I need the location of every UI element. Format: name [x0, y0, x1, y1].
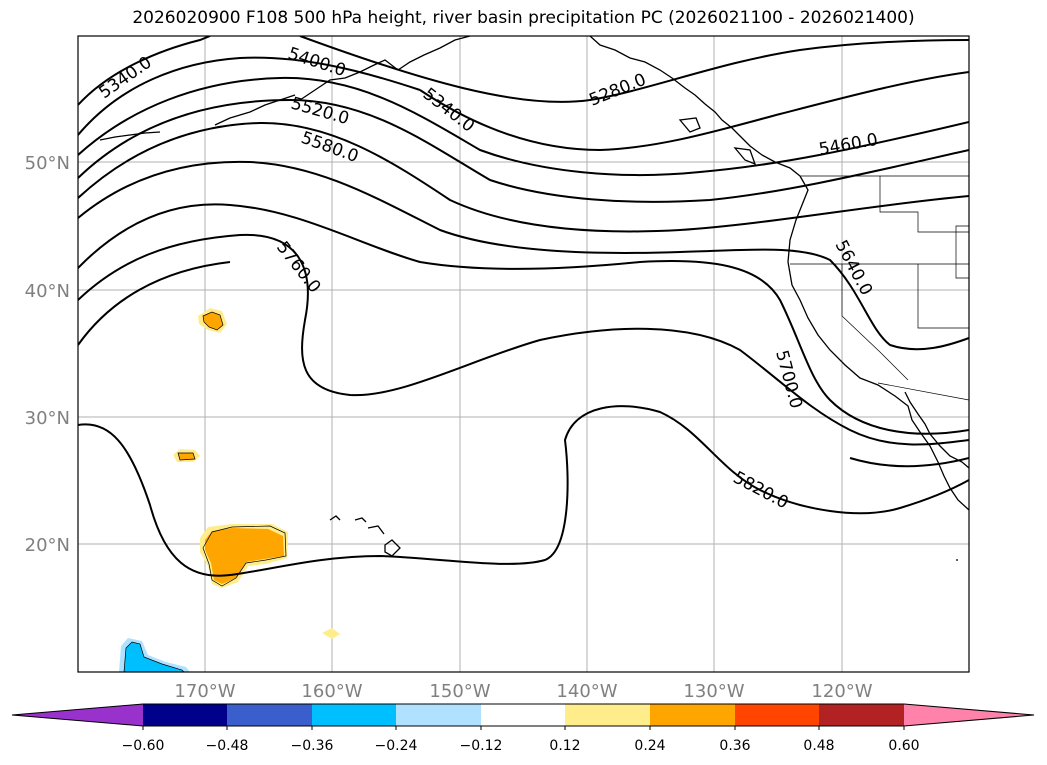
contour-5700	[78, 203, 969, 435]
lat-label: 40°N	[25, 281, 70, 302]
contour-5640	[78, 160, 969, 351]
contour-5760	[78, 233, 969, 446]
contour-5400	[78, 56, 421, 136]
contour-5820b	[849, 457, 969, 468]
colorbar-segment	[565, 704, 650, 726]
colorbar-segment	[481, 704, 565, 726]
lon-label: 120°W	[811, 681, 872, 702]
lon-label: 140°W	[556, 681, 617, 702]
colorbar-segment	[143, 704, 227, 726]
alaska-coast	[299, 36, 471, 101]
canada-islands	[678, 117, 757, 166]
contour-5820	[78, 261, 969, 577]
colorbar-tick-label: −0.60	[122, 738, 165, 754]
precip-negative-core	[124, 642, 184, 672]
colorbar-segment	[396, 704, 481, 726]
contour-5580	[78, 121, 969, 233]
contour-5520	[78, 98, 969, 203]
precip-shading	[119, 308, 340, 672]
colorbar-tick-label: 0.12	[549, 738, 580, 754]
colorbar-tick-label: 0.60	[888, 738, 919, 754]
political-borders	[790, 175, 969, 401]
lon-label: 160°W	[301, 681, 362, 702]
figure-title: 2026020900 F108 500 hPa height, river ba…	[132, 8, 915, 28]
alaska-panhandle	[589, 36, 801, 177]
colorbar-tick-label: 0.24	[634, 738, 665, 754]
colorbar	[11, 703, 1035, 730]
lon-label: 150°W	[429, 681, 490, 702]
colorbar-tick-label: 0.48	[803, 738, 834, 754]
colorbar-tick-label: 0.36	[719, 738, 750, 754]
colorbar-segment	[650, 704, 735, 726]
colorbar-extend-max	[904, 704, 1034, 726]
colorbar-segment	[819, 704, 904, 726]
colorbar-tick-label: −0.24	[375, 738, 418, 754]
lon-label: 130°W	[683, 681, 744, 702]
map-frame	[77, 35, 970, 673]
lon-label: 170°W	[174, 681, 235, 702]
contour-5340	[78, 36, 969, 152]
contour-5460	[78, 76, 969, 177]
precip-positive-core	[205, 528, 284, 584]
colorbar-tick-label: −0.48	[206, 738, 249, 754]
contour-5280	[299, 36, 969, 103]
lat-label: 50°N	[25, 153, 70, 174]
height-contours	[78, 36, 969, 577]
precip-positive-area	[322, 628, 340, 639]
hawaii	[329, 515, 401, 557]
colorbar-tick-label: −0.36	[291, 738, 334, 754]
colorbar-extend-min	[12, 704, 143, 726]
lat-label: 20°N	[25, 535, 70, 556]
precip-positive-core	[178, 453, 195, 460]
colorbar-segment	[735, 704, 819, 726]
precip-positive-core	[203, 312, 223, 330]
colorbar-segment	[227, 704, 312, 726]
colorbar-tick-label: −0.12	[460, 738, 503, 754]
lat-label: 30°N	[25, 408, 70, 429]
colorbar-segment	[312, 704, 396, 726]
